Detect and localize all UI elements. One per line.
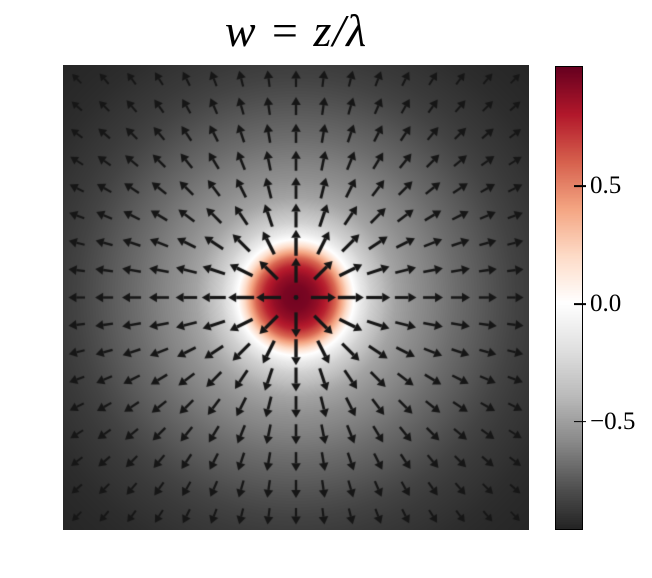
colorbar-tick-mark xyxy=(574,302,586,305)
plot-title: w = z/λ xyxy=(224,5,368,56)
colorbar-tick-label: 0.0 xyxy=(590,289,622,317)
colorbar-tick-label: 0.5 xyxy=(590,171,622,199)
colorbar-gradient-canvas xyxy=(556,67,582,529)
colorbar-tick-label: −0.5 xyxy=(590,407,636,435)
colorbar-tick-mark xyxy=(574,184,586,187)
heatmap-quiver-canvas xyxy=(63,65,529,530)
colorbar-frame xyxy=(555,66,583,530)
colorbar-tick-mark xyxy=(574,420,586,423)
